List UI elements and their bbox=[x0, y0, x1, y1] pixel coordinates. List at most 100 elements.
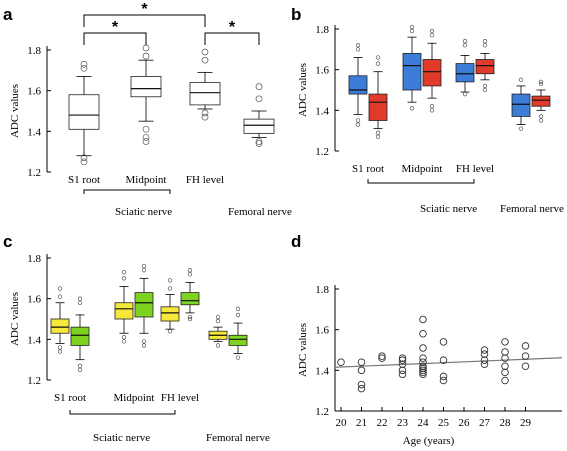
scatter-point bbox=[419, 370, 427, 379]
outlier-point bbox=[141, 263, 147, 269]
outlier-point bbox=[355, 47, 361, 52]
outlier-point bbox=[187, 268, 193, 273]
outlier-point bbox=[187, 316, 193, 322]
box-iqr bbox=[348, 75, 368, 95]
scatter-point bbox=[501, 354, 509, 362]
outlier-point bbox=[187, 272, 193, 277]
outlier-point bbox=[375, 55, 381, 60]
outlier-point bbox=[57, 345, 63, 350]
group-bracket bbox=[83, 189, 171, 194]
group-label-femoral: Femoral nerve bbox=[206, 432, 270, 444]
outlier-point bbox=[142, 125, 150, 133]
box-iqr bbox=[422, 59, 442, 87]
x-category-label: Midpoint bbox=[402, 163, 443, 175]
scatter-point bbox=[480, 346, 489, 354]
y-axis-label: ADC values bbox=[9, 292, 21, 346]
x-tick-label: 23 bbox=[397, 417, 409, 429]
y-axis-label: ADC values bbox=[297, 63, 309, 117]
outlier-point bbox=[482, 43, 488, 48]
panel-label-c: c bbox=[3, 232, 12, 251]
y-tick-label: 1.4 bbox=[27, 126, 41, 138]
outlier-point bbox=[167, 286, 173, 291]
scatter-point bbox=[357, 380, 366, 389]
outlier-point bbox=[429, 32, 435, 38]
scatter-point bbox=[357, 358, 366, 366]
panel-b-boxplot: 1.2 1.4 1.6 1.8 ADC values S1 root Midpoint FH … bbox=[297, 24, 564, 215]
panel-c-boxplot: 1.2 1.4 1.6 1.8 ADC values S1 root Midpoint FH … bbox=[9, 253, 270, 444]
y-tick-label: 1.8 bbox=[27, 253, 41, 265]
box-iqr bbox=[114, 302, 134, 320]
outlier-point bbox=[409, 28, 415, 34]
y-tick-label: 1.6 bbox=[27, 86, 41, 98]
box-iqr bbox=[475, 59, 495, 75]
panel-d-scatter: 1.2 1.4 1.6 1.8 20 21 22 23 24 25 26 27 28 29 ADC valu… bbox=[297, 284, 563, 447]
x-category-label: S1 root bbox=[352, 163, 384, 175]
outlier-point bbox=[538, 118, 544, 123]
x-tick-label: 24 bbox=[418, 417, 430, 429]
x-tick-label: 22 bbox=[377, 417, 388, 429]
significance-star: * bbox=[141, 1, 148, 18]
panel-a-boxplot: 1.2 1.4 1.6 1.8 ADC values S1 root Midpoint FH … bbox=[9, 1, 292, 218]
x-tick-label: 27 bbox=[479, 417, 491, 429]
outlier-point bbox=[77, 300, 83, 305]
x-category-label: Midpoint bbox=[126, 174, 167, 186]
y-axis-label: ADC values bbox=[297, 323, 309, 377]
outlier-point bbox=[429, 104, 435, 109]
outlier-point bbox=[409, 24, 415, 30]
outlier-point bbox=[462, 91, 468, 97]
outlier-point bbox=[482, 83, 488, 89]
scatter-point bbox=[521, 362, 530, 371]
outlier-point bbox=[538, 114, 544, 119]
y-tick-label: 1.4 bbox=[315, 105, 329, 117]
outlier-point bbox=[201, 48, 209, 56]
scatter-point bbox=[398, 356, 407, 364]
significance-bracket bbox=[83, 32, 147, 45]
outlier-point bbox=[187, 314, 193, 320]
scatter-point bbox=[439, 338, 448, 346]
y-tick-label: 1.4 bbox=[27, 334, 41, 346]
scatter-point bbox=[398, 354, 407, 362]
outlier-point bbox=[201, 56, 209, 64]
x-category-label: FH level bbox=[161, 392, 199, 404]
x-tick-label: 25 bbox=[438, 417, 450, 429]
scatter-point bbox=[419, 315, 427, 324]
box-iqr bbox=[228, 334, 248, 346]
scatter-point bbox=[521, 342, 530, 350]
y-tick-label: 1.2 bbox=[27, 167, 41, 179]
outlier-point bbox=[141, 268, 147, 273]
y-tick-label: 1.2 bbox=[315, 146, 329, 158]
outlier-point bbox=[429, 108, 435, 113]
y-tick-label: 1.8 bbox=[315, 24, 329, 36]
scatter-point bbox=[419, 354, 427, 362]
outlier-point bbox=[142, 134, 150, 141]
y-tick-label: 1.2 bbox=[315, 406, 329, 418]
outlier-point bbox=[518, 77, 524, 82]
box-iqr bbox=[134, 292, 154, 318]
outlier-point bbox=[235, 355, 241, 360]
scatter-point bbox=[419, 368, 427, 377]
y-axis-label: ADC values bbox=[9, 84, 21, 138]
outlier-point bbox=[121, 270, 127, 275]
outlier-point bbox=[375, 61, 381, 66]
box-iqr bbox=[180, 292, 200, 306]
scatter-point bbox=[398, 370, 407, 379]
outlier-point bbox=[80, 60, 88, 68]
scatter-point bbox=[357, 366, 366, 375]
y-tick-label: 1.4 bbox=[315, 365, 329, 377]
scatter-point bbox=[419, 366, 427, 375]
outlier-point bbox=[142, 52, 150, 60]
y-tick-label: 1.6 bbox=[315, 65, 329, 77]
scatter-point bbox=[501, 348, 509, 356]
scatter-point bbox=[439, 372, 448, 381]
box-iqr bbox=[50, 318, 70, 334]
box-iqr bbox=[511, 93, 531, 117]
y-tick-label: 1.8 bbox=[315, 284, 329, 296]
scatter-point bbox=[419, 329, 427, 338]
outlier-point bbox=[215, 314, 221, 320]
panel-label-d: d bbox=[291, 232, 301, 251]
outlier-point bbox=[121, 335, 127, 340]
outlier-point bbox=[141, 339, 147, 344]
scatter-point bbox=[439, 356, 448, 364]
x-tick-label: 21 bbox=[356, 417, 367, 429]
scatter-point bbox=[419, 344, 427, 352]
